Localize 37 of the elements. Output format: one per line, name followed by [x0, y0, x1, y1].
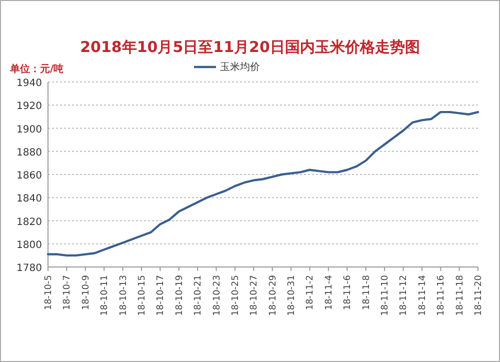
x-tick-label: 18-11-10	[380, 274, 391, 316]
x-tick-label: 18-11-20	[474, 274, 484, 316]
x-tick-label: 18-10-13	[118, 275, 129, 316]
y-tick-label: 1860	[16, 170, 42, 182]
x-tick-label: 18-10-21	[194, 275, 204, 316]
y-tick-label: 1940	[16, 78, 42, 89]
x-tick-label: 18-10-19	[174, 274, 185, 316]
x-tick-label: 18-10-31	[287, 275, 298, 316]
y-tick-label: 1780	[16, 263, 42, 274]
x-tick-label: 18-10-15	[137, 275, 148, 316]
x-tick-label: 18-11-4	[324, 274, 334, 310]
x-tick-label: 18-10-17	[156, 275, 166, 316]
x-tick-label: 18-11-12	[399, 275, 410, 316]
y-tick-label: 1840	[16, 194, 42, 205]
x-tick-label: 18-11-6	[343, 274, 354, 310]
x-tick-label: 18-11-2	[306, 275, 316, 310]
x-tick-label: 18-10-9	[81, 274, 92, 310]
x-tick-label: 18-11-18	[455, 274, 466, 316]
x-tick-label: 18-10-27	[250, 275, 260, 316]
x-tick-label: 18-11-16	[436, 274, 447, 316]
legend-label: 玉米均价	[220, 61, 260, 73]
y-tick-label: 1920	[16, 101, 42, 112]
chart-title: 2018年10月5日至11月20日国内玉米价格走势图	[80, 38, 420, 56]
x-tick-label: 18-10-11	[100, 275, 110, 316]
x-tick-label: 18-10-29	[268, 274, 278, 316]
x-tick-label: 18-11-8	[362, 274, 372, 310]
y-axis-title: 单位：元/吨	[9, 63, 64, 75]
x-tick-label: 18-10-5	[44, 275, 54, 310]
x-tick-label: 18-10-23	[212, 275, 222, 316]
x-tick-label: 18-11-14	[418, 274, 428, 316]
line-series	[46, 110, 480, 257]
x-tick-label: 18-10-7	[62, 275, 73, 310]
y-tick-label: 1800	[16, 240, 42, 251]
x-tick-label: 18-10-25	[230, 275, 241, 316]
y-tick-label: 1880	[16, 147, 42, 158]
y-tick-label: 1820	[16, 216, 42, 228]
y-tick-label: 1900	[16, 124, 42, 136]
